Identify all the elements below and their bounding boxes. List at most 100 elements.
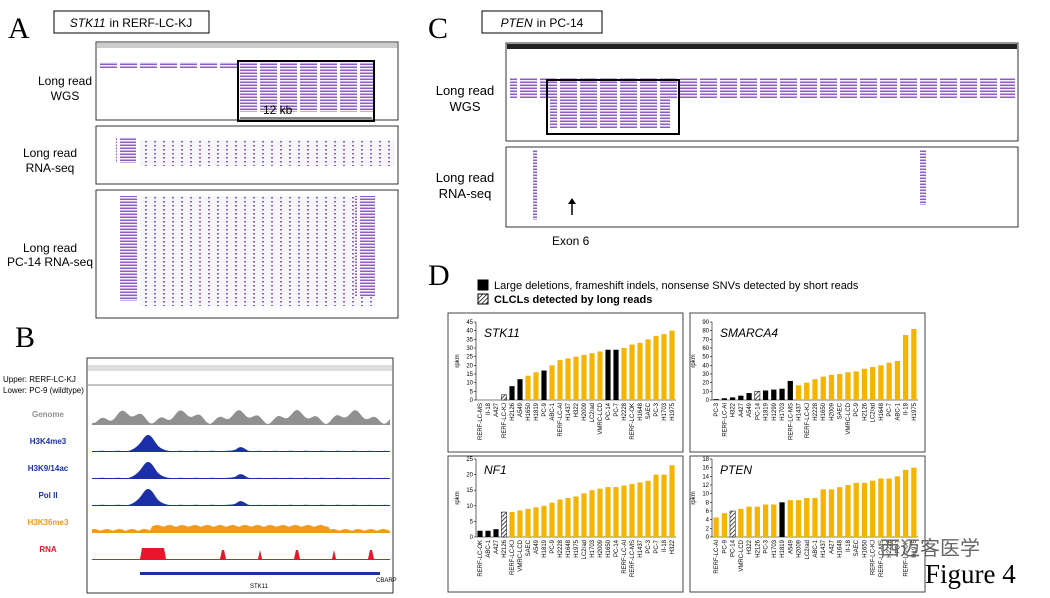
y-tick-label: 0 [470, 398, 474, 404]
bar [533, 507, 539, 537]
scale-label: 12 kb [263, 103, 293, 117]
bar [754, 391, 761, 401]
x-tick-label: SAEC [526, 539, 532, 556]
ideogram [97, 43, 397, 48]
legend-label: Large deletions, frameshift indels, nons… [494, 280, 859, 292]
x-tick-label: H1437 [638, 539, 644, 557]
reads [240, 62, 375, 112]
x-tick-label: VMRC-LCD [846, 402, 852, 434]
x-tick-label: A427 [494, 539, 500, 554]
x-tick-label: SAEC [854, 539, 860, 556]
x-tick-label: RERF-LC-KJ [805, 403, 811, 438]
x-tick-label: PC-3 [764, 539, 770, 553]
track-label: WGS [51, 89, 80, 103]
bar [845, 485, 851, 537]
bar [645, 480, 651, 537]
panel-letter: C [428, 12, 448, 45]
x-tick-label: A427 [829, 539, 835, 554]
bar [613, 349, 619, 400]
bar [597, 351, 603, 400]
track-label: RNA-seq [26, 161, 75, 175]
bar [629, 344, 635, 400]
bar [787, 380, 793, 400]
y-tick-label: 40 [702, 363, 709, 369]
track-label: H3K36me3 [28, 518, 69, 527]
x-tick-label: H1975 [574, 539, 580, 557]
bar [565, 358, 571, 400]
x-tick-label: A549 [788, 539, 794, 554]
x-tick-label: A549 [518, 402, 524, 417]
bar [779, 388, 785, 400]
x-tick-label: VMRC-LCD [518, 539, 524, 571]
x-tick-label: PC-3 [714, 402, 720, 416]
panel-letter: D [428, 259, 450, 292]
x-tick-label: H1648 [879, 402, 885, 420]
y-tick-label: 8 [706, 500, 710, 506]
track-label: RNA [39, 545, 57, 554]
x-tick-label: PC-9 [542, 402, 548, 416]
bar [795, 385, 802, 400]
bar [509, 386, 515, 400]
bar [878, 365, 884, 400]
bar [861, 368, 868, 400]
x-tick-label: H1975 [670, 402, 676, 420]
x-tick-label: H1819 [542, 539, 548, 557]
bar [787, 500, 793, 537]
x-tick-label: H2126 [510, 402, 516, 420]
x-tick-label: RERF-LC-KJ [871, 540, 877, 575]
reads [355, 196, 375, 296]
bar [894, 361, 901, 400]
signal-track [92, 548, 390, 560]
y-tick-label: 10 [466, 381, 473, 387]
chart-box [689, 455, 926, 593]
x-tick-label: A427 [494, 402, 500, 417]
x-tick-label: H1650 [526, 402, 532, 420]
reads [120, 196, 138, 301]
x-tick-label: A427 [739, 402, 745, 417]
y-axis-label: rpkm [455, 491, 461, 504]
x-tick-label: RERF-LC-MS [478, 403, 484, 440]
caption: Figure 4 [925, 559, 1016, 589]
bar [669, 465, 675, 537]
x-tick-label: LC2/ad [871, 403, 877, 422]
bar [621, 485, 627, 537]
y-tick-label: 30 [466, 346, 473, 352]
x-tick-label: II-18 [846, 539, 852, 552]
x-tick-label: H1819 [534, 402, 540, 420]
x-tick-label: H322 [747, 539, 753, 554]
bar [605, 487, 611, 537]
bar [771, 389, 777, 400]
x-tick-label: PC-9 [550, 539, 556, 553]
signal-track [92, 461, 390, 479]
x-tick-label: H2228 [887, 539, 893, 557]
chart-box [447, 455, 684, 593]
bar [501, 394, 507, 401]
bar [729, 397, 736, 400]
y-tick-label: 90 [702, 320, 709, 326]
bar [779, 502, 785, 537]
x-tick-label: H1650 [821, 402, 827, 420]
bar [903, 335, 909, 400]
track-label: Long read [436, 83, 495, 98]
title-rest: in RERF-LC-KJ [110, 16, 193, 30]
x-tick-label: H1975 [912, 539, 918, 557]
bar [845, 372, 851, 400]
bar [894, 476, 901, 537]
x-tick-label: RERF-LC-AI [558, 403, 564, 437]
x-tick-label: RERF-LC-OK [630, 403, 636, 440]
y-tick-label: 20 [702, 381, 709, 387]
y-tick-label: 0 [706, 398, 710, 404]
gene-model [140, 572, 380, 575]
track-label: WGS [449, 99, 480, 114]
bar [729, 510, 736, 538]
x-tick-label: ABC-1 [895, 402, 901, 420]
bar [746, 393, 752, 400]
bar [828, 374, 835, 400]
panel-title: PTEN in PC-14 [501, 16, 584, 30]
track-label: Pol II [38, 491, 57, 500]
bar [541, 370, 547, 400]
bar [828, 489, 835, 537]
x-tick-label: H1650 [862, 539, 868, 557]
bar [853, 371, 859, 400]
track-label: Long read [38, 74, 92, 88]
